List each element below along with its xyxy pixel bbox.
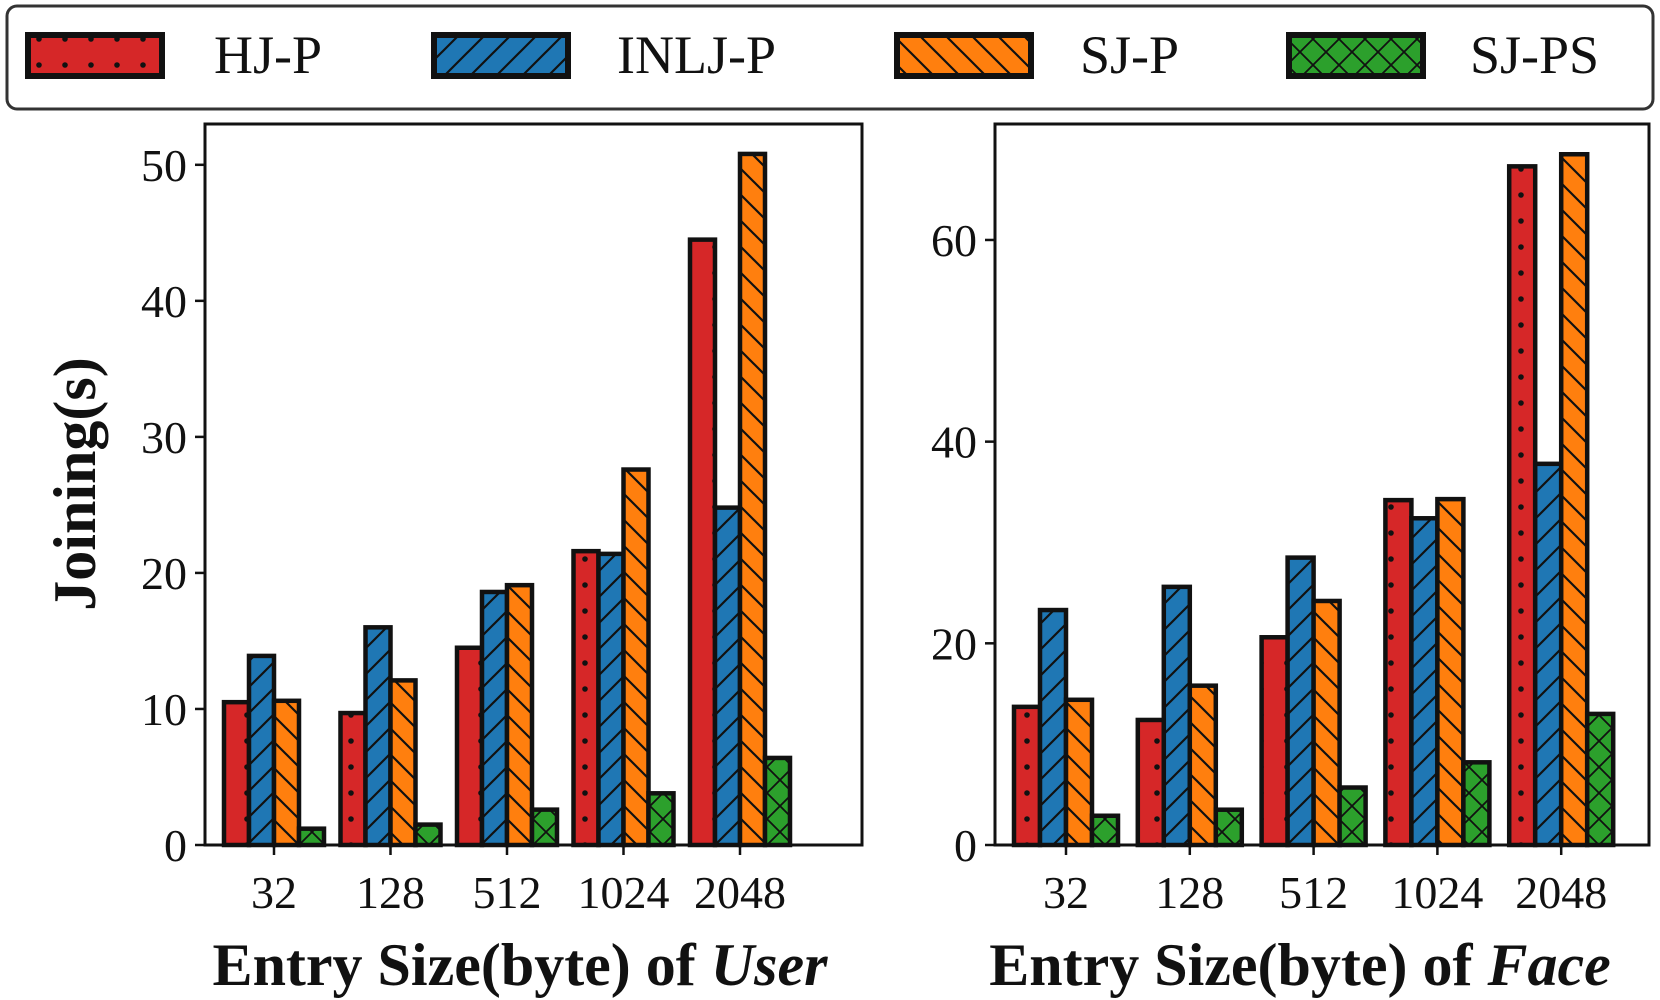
ticks-face: 0 20 40 60 32 128 512 1024 2048 <box>931 215 1607 918</box>
legend-label-sj-ps: SJ-PS <box>1470 25 1599 85</box>
bars-user <box>221 151 793 848</box>
x-tick-label-face-512: 512 <box>1279 867 1348 918</box>
bar-face-inlj-p-1024 <box>1409 516 1440 848</box>
y-tick-label-user-10: 10 <box>141 684 187 735</box>
bar-face-inlj-p-512 <box>1285 555 1316 848</box>
bar-user-inlj-p-2048 <box>712 505 743 848</box>
bar-face-sj-p-2048 <box>1558 152 1590 848</box>
bar-user-sj-p-32 <box>271 698 302 848</box>
bar-face-hj-p-32 <box>1011 704 1043 848</box>
bar-face-inlj-p-2048 <box>1532 461 1564 848</box>
x-axis-label-face: Entry Size(byte) of Face <box>989 932 1611 998</box>
x-tick-label-user-32: 32 <box>251 867 297 918</box>
bars-face <box>1011 152 1616 848</box>
legend-item-hj-p: HJ-P <box>25 25 322 85</box>
bar-face-sj-p-128 <box>1187 683 1219 848</box>
legend-item-sj-p: SJ-P <box>894 25 1179 85</box>
y-tick-label-face-0: 0 <box>954 820 977 871</box>
legend-swatch-sj-ps <box>1286 32 1426 79</box>
bar-face-sj-ps-2048 <box>1584 711 1616 848</box>
x-axis-label-face-italic: Face <box>1486 932 1610 998</box>
x-tick-label-user-512: 512 <box>473 867 542 918</box>
legend-swatch-hj-p <box>25 32 165 79</box>
bar-face-sj-p-32 <box>1063 697 1095 848</box>
bar-user-inlj-p-1024 <box>596 551 626 848</box>
x-axis-label-face-prefix: Entry Size(byte) of <box>989 932 1487 998</box>
legend-frame <box>5 4 1655 111</box>
x-tick-label-face-32: 32 <box>1043 867 1089 918</box>
bar-user-sj-ps-128 <box>413 822 443 848</box>
chart-panel-face: 0 20 40 60 32 128 512 1024 2048 Entry Size(byte)… <box>931 122 1651 998</box>
plot-frame-user <box>203 122 864 847</box>
plot-frame-face <box>993 122 1651 847</box>
x-tick-label-face-128: 128 <box>1155 867 1224 918</box>
bar-face-inlj-p-128 <box>1161 584 1193 848</box>
bar-user-inlj-p-32 <box>246 653 277 848</box>
y-tick-label-face-60: 60 <box>931 215 977 266</box>
legend-label-inlj-p: INLJ-P <box>617 25 776 85</box>
bar-face-sj-p-1024 <box>1435 496 1466 848</box>
bar-face-inlj-p-32 <box>1037 607 1069 848</box>
bar-user-sj-ps-2048 <box>762 755 793 848</box>
bar-face-hj-p-2048 <box>1506 164 1538 848</box>
legend-item-inlj-p: INLJ-P <box>431 25 776 85</box>
bar-user-hj-p-2048 <box>687 237 718 848</box>
bar-face-hj-p-512 <box>1259 635 1290 848</box>
legend-swatch-inlj-p <box>431 32 571 79</box>
bar-user-hj-p-1024 <box>571 548 601 848</box>
bar-face-hj-p-1024 <box>1383 497 1414 848</box>
bar-user-inlj-p-128 <box>363 625 393 848</box>
bar-user-hj-p-512 <box>454 645 485 848</box>
bar-user-sj-ps-1024 <box>646 791 676 848</box>
bar-user-hj-p-32 <box>221 699 252 848</box>
bar-user-sj-p-2048 <box>737 151 768 848</box>
ticks-user: 0 10 20 30 40 50 32 128 512 1024 2048 <box>141 140 786 918</box>
bar-face-sj-ps-512 <box>1337 785 1368 848</box>
x-tick-label-face-2048: 2048 <box>1515 867 1607 918</box>
y-tick-label-face-40: 40 <box>931 417 977 468</box>
y-tick-label-user-50: 50 <box>141 140 187 191</box>
bar-face-hj-p-128 <box>1135 717 1167 848</box>
y-tick-label-user-0: 0 <box>164 820 187 871</box>
chart-panel-user: 0 10 20 30 40 50 32 128 512 1024 2048 Joining(s) E… <box>42 122 864 998</box>
bar-face-sj-ps-128 <box>1213 807 1245 848</box>
legend-swatch-sj-p <box>894 32 1034 79</box>
x-tick-label-user-1024: 1024 <box>578 867 670 918</box>
legend-item-sj-ps: SJ-PS <box>1286 25 1599 85</box>
y-axis-label-user: Joining(s) <box>42 357 108 610</box>
x-axis-label-user-italic: User <box>711 932 828 998</box>
x-axis-label-user-prefix: Entry Size(byte) of <box>213 932 711 998</box>
bar-face-sj-p-512 <box>1311 598 1342 848</box>
bar-user-sj-p-1024 <box>621 467 651 848</box>
bar-user-inlj-p-512 <box>479 589 510 848</box>
bar-face-sj-ps-32 <box>1089 813 1121 848</box>
y-tick-label-face-20: 20 <box>931 618 977 669</box>
x-tick-label-user-2048: 2048 <box>694 867 786 918</box>
bar-user-hj-p-128 <box>338 710 368 848</box>
x-tick-label-user-128: 128 <box>356 867 425 918</box>
y-tick-label-user-30: 30 <box>141 412 187 463</box>
bar-user-sj-ps-32 <box>296 826 327 848</box>
bar-user-sj-p-128 <box>388 678 418 848</box>
bar-face-sj-ps-1024 <box>1461 760 1492 848</box>
bar-user-sj-p-512 <box>504 582 535 848</box>
legend-label-hj-p: HJ-P <box>214 25 322 85</box>
legend: HJ-P INLJ-P SJ-P SJ-PS <box>5 4 1655 111</box>
legend-label-sj-p: SJ-P <box>1080 25 1179 85</box>
x-axis-label-user: Entry Size(byte) of User <box>213 932 829 998</box>
x-tick-label-face-1024: 1024 <box>1391 867 1483 918</box>
y-tick-label-user-20: 20 <box>141 548 187 599</box>
bar-user-sj-ps-512 <box>529 807 560 848</box>
y-tick-label-user-40: 40 <box>141 276 187 327</box>
